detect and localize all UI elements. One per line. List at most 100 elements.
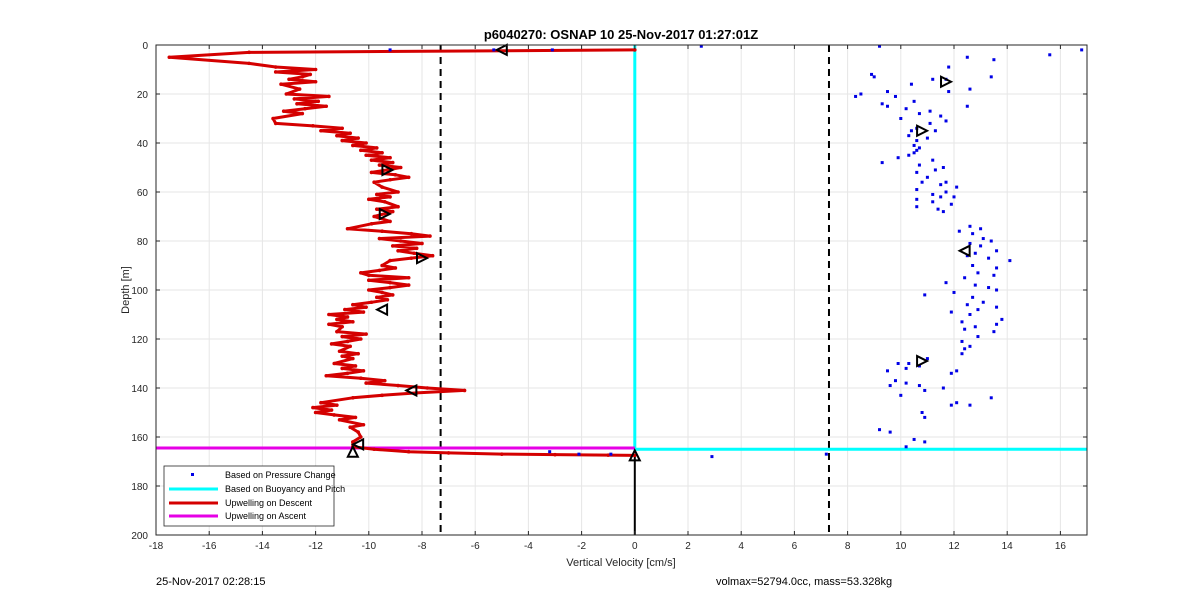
pressure-point xyxy=(960,352,964,356)
series-point xyxy=(374,295,379,300)
pressure-point xyxy=(963,276,967,280)
series-point xyxy=(388,195,392,199)
pressure-point xyxy=(968,403,972,407)
pressure-point xyxy=(1000,317,1004,321)
pressure-point xyxy=(710,455,714,459)
pressure-point xyxy=(904,445,908,449)
x-tick-label: 6 xyxy=(792,541,798,552)
triangle-marker xyxy=(350,437,365,451)
series-point xyxy=(295,102,299,106)
x-tick-label: 8 xyxy=(845,541,851,552)
series-point xyxy=(281,109,286,113)
series-point xyxy=(345,371,350,376)
pressure-point xyxy=(920,180,924,184)
pressure-point xyxy=(949,202,953,206)
pressure-point xyxy=(880,161,884,165)
pressure-point xyxy=(896,156,900,160)
series-point xyxy=(369,170,374,175)
series-point xyxy=(359,148,363,153)
pressure-point xyxy=(995,322,999,326)
series-point xyxy=(337,349,342,354)
pressure-point xyxy=(952,195,956,199)
series-point xyxy=(345,315,350,319)
series-point xyxy=(319,128,323,133)
pressure-point xyxy=(944,281,948,285)
x-tick-label: -16 xyxy=(202,541,217,552)
series-point xyxy=(364,305,368,309)
series-point xyxy=(430,253,435,258)
x-tick-label: 0 xyxy=(632,541,638,552)
series-point xyxy=(380,263,384,268)
pressure-point xyxy=(976,271,980,275)
x-tick-label: -14 xyxy=(255,541,270,552)
pressure-point xyxy=(928,121,932,125)
pressure-point xyxy=(944,119,948,123)
pressure-point xyxy=(941,166,945,169)
pressure-point xyxy=(947,90,951,94)
pressure-point xyxy=(989,75,993,79)
pressure-point xyxy=(987,286,991,290)
pressure-point xyxy=(941,386,945,390)
series-point xyxy=(359,337,363,341)
pressure-point xyxy=(577,452,581,456)
pressure-point xyxy=(923,388,927,392)
series-point xyxy=(367,273,371,278)
series-point xyxy=(633,48,637,52)
axis-ticks: -18 -16 -14 -12 -10 -8 -6 -4 -2 0 2 4 6 8 10 12 14 160204… xyxy=(131,41,1087,552)
pressure-point xyxy=(915,197,919,201)
pressure-point xyxy=(893,94,897,98)
pressure-point xyxy=(955,401,959,405)
pressure-point xyxy=(912,437,916,441)
series-point xyxy=(335,329,339,334)
legend-label-pressure: Based on Pressure Change xyxy=(225,470,336,480)
pressure-point xyxy=(912,151,916,155)
series-point xyxy=(247,50,251,55)
series-point xyxy=(380,185,384,189)
series-point xyxy=(390,244,395,248)
series-point xyxy=(382,378,387,383)
series-point xyxy=(390,209,395,214)
pressure-point xyxy=(492,48,496,52)
marker-layer xyxy=(346,43,971,462)
x-tick-label: 10 xyxy=(895,541,907,552)
series-point xyxy=(343,307,347,312)
pressure-point xyxy=(955,369,959,373)
pressure-point xyxy=(949,403,953,407)
triangle-marker xyxy=(957,244,971,258)
footer-timestamp: 25-Nov-2017 02:28:15 xyxy=(156,576,266,588)
series-point xyxy=(340,324,345,329)
pressure-point xyxy=(909,82,913,86)
series-point xyxy=(414,246,419,251)
series-point xyxy=(316,99,321,104)
pressure-point xyxy=(965,104,969,108)
pressure-point xyxy=(968,241,972,245)
series-point xyxy=(332,361,337,366)
series-point xyxy=(335,133,339,138)
series-point xyxy=(340,354,345,358)
series-point xyxy=(348,425,352,430)
series-point xyxy=(377,163,382,167)
series-point xyxy=(553,452,557,457)
series-point xyxy=(329,342,334,346)
series-point xyxy=(462,388,467,393)
y-tick-label: 60 xyxy=(137,188,149,199)
triangle-marker xyxy=(416,251,430,265)
series-point xyxy=(300,75,305,79)
series-point xyxy=(388,155,392,160)
series-point xyxy=(247,61,251,66)
series-point xyxy=(167,55,172,60)
series-point xyxy=(369,158,374,162)
series-point xyxy=(412,251,416,256)
series-point xyxy=(313,67,318,72)
series-point xyxy=(372,180,376,184)
y-tick-label: 160 xyxy=(131,433,148,444)
x-tick-label: 4 xyxy=(738,541,744,552)
y-tick-label: 120 xyxy=(131,335,148,346)
series-point xyxy=(329,408,334,412)
series-point xyxy=(284,92,289,96)
triangle-marker xyxy=(346,444,360,458)
pressure-point xyxy=(888,384,892,388)
triangle-marker xyxy=(916,354,930,368)
series-point xyxy=(380,393,384,398)
pressure-point xyxy=(931,158,935,162)
